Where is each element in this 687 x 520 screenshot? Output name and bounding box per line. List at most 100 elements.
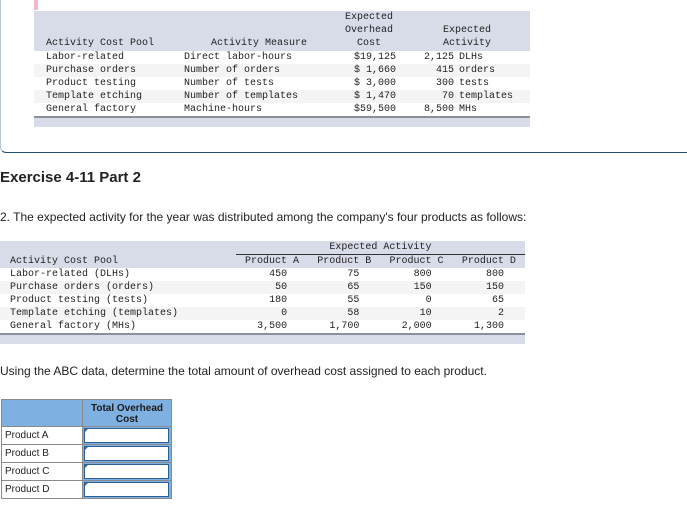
exercise-title: Exercise 4-11 Part 2: [0, 169, 141, 186]
value-cell: 1,300: [473, 321, 504, 332]
value-cell: 0: [425, 295, 432, 306]
value-cell: 2: [497, 308, 504, 319]
header-cost-line3: Cost: [356, 38, 381, 49]
activity-cell: 8,500: [423, 104, 454, 115]
value-cell: 0: [281, 308, 288, 319]
answer-row: Product C: [1, 462, 172, 481]
header-spacer: [0, 241, 236, 255]
measure-cell: Direct labor-hours: [184, 52, 293, 63]
measure-cell: Number of templates: [184, 91, 299, 102]
table-row: General factory (MHs) 3,500 1,700 2,000 …: [0, 320, 525, 334]
cost-cell: $ 3,000: [353, 78, 396, 89]
header-product-b: Product B: [317, 256, 372, 267]
pool-cell: Labor-related (DLHs): [10, 269, 131, 280]
table-footer: [34, 116, 530, 127]
value-cell: 58: [347, 308, 360, 319]
value-cell: 450: [269, 269, 288, 280]
cost-pool-header-row: Activity Cost Pool Activity Measure Expe…: [34, 11, 530, 51]
header-product-c: Product C: [389, 256, 444, 267]
measure-cell: Number of orders: [184, 65, 281, 76]
activity-cell: 70: [441, 91, 454, 102]
header-activity-cost-pool: Activity Cost Pool: [10, 255, 119, 267]
header-activity-measure: Activity Measure: [210, 38, 307, 49]
value-cell: 150: [413, 282, 432, 293]
header-expected-activity-group: Expected Activity: [235, 241, 525, 255]
pool-cell: Product testing: [46, 78, 137, 89]
header-activity-line2: Activity: [442, 38, 491, 49]
table-row: Product testing (tests) 180 55 0 65: [0, 294, 525, 307]
header-expected-activity: Expected Activity: [404, 11, 530, 51]
value-cell: 65: [347, 282, 360, 293]
header-cost-line1: Expected: [344, 12, 393, 23]
product-b-overhead-input[interactable]: [84, 446, 169, 461]
pool-cell: Template etching (templates): [10, 308, 179, 319]
cost-pool-table: Activity Cost Pool Activity Measure Expe…: [34, 11, 530, 127]
measure-cell: Machine-hours: [184, 104, 263, 115]
product-c-overhead-input[interactable]: [84, 464, 169, 479]
unit-cell: tests: [459, 78, 490, 89]
header-expected-overhead-cost: Expected Overhead Cost: [334, 11, 404, 51]
panel-accent-bar: [34, 0, 38, 10]
header-product-a: Product A: [245, 256, 300, 267]
answer-cell: [82, 426, 172, 445]
cost-cell: $19,125: [353, 52, 396, 63]
pool-cell: General factory (MHs): [10, 321, 137, 332]
pool-cell: Labor-related: [46, 52, 125, 63]
table-footer-row: [0, 333, 525, 344]
answer-cell: [82, 480, 172, 499]
table-row: Purchase orders (orders) 50 65 150 150: [0, 281, 525, 294]
cost-cell: $59,500: [353, 104, 396, 115]
table-row: Product testing Number of tests $ 3,000 …: [34, 77, 530, 90]
value-cell: 800: [485, 269, 504, 280]
product-a-overhead-input[interactable]: [84, 428, 169, 443]
answer-row: Product A: [1, 426, 172, 445]
value-cell: 2,000: [401, 321, 432, 332]
value-cell: 150: [485, 282, 504, 293]
unit-cell: MHs: [459, 104, 478, 115]
unit-cell: DLHs: [459, 52, 484, 63]
answer-table: Total Overhead Cost Product A Product B: [1, 399, 172, 499]
cost-cell: $ 1,660: [353, 65, 396, 76]
table-row: Labor-related (DLHs) 450 75 800 800: [0, 268, 525, 281]
activity-cell: 300: [435, 78, 454, 89]
table-row: Labor-related Direct labor-hours $19,125…: [34, 51, 530, 64]
question-instruction: Using the ABC data, determine the total …: [0, 364, 487, 378]
table-row: Template etching Number of templates $ 1…: [34, 90, 530, 103]
value-cell: 55: [347, 295, 360, 306]
distribution-group-header-row: Expected Activity: [0, 241, 525, 255]
unit-cell: orders: [459, 65, 496, 76]
measure-cell: Number of tests: [184, 78, 275, 89]
pool-cell: Product testing (tests): [10, 295, 149, 306]
answer-cell: [82, 462, 172, 481]
pool-cell: Template etching: [46, 91, 143, 102]
table-row: Purchase orders Number of orders $ 1,660…: [34, 64, 530, 77]
header-activity-cost-pool: Activity Cost Pool: [46, 38, 155, 49]
answer-row: Product B: [1, 444, 172, 463]
pool-cell: General factory: [46, 104, 137, 115]
value-cell: 800: [413, 269, 432, 280]
answer-row-label: Product C: [1, 462, 83, 481]
product-d-overhead-input[interactable]: [84, 482, 169, 497]
answer-row-label: Product A: [1, 426, 83, 445]
reference-panel: Activity Cost Pool Activity Measure Expe…: [0, 0, 687, 153]
activity-cell: 415: [435, 65, 454, 76]
answer-header-blank: [1, 399, 83, 427]
table-row: Template etching (templates) 0 58 10 2: [0, 307, 525, 320]
activity-cell: 2,125: [423, 52, 454, 63]
value-cell: 50: [275, 282, 288, 293]
value-cell: 180: [269, 295, 288, 306]
answer-row-label: Product B: [1, 444, 83, 463]
value-cell: 3,500: [257, 321, 288, 332]
value-cell: 65: [491, 295, 504, 306]
answer-row-label: Product D: [1, 480, 83, 499]
header-cost-line2: Overhead: [344, 25, 393, 36]
header-activity-line1: Expected: [442, 25, 491, 36]
question-prompt: 2. The expected activity for the year wa…: [0, 210, 527, 224]
answer-header-row: Total Overhead Cost: [1, 399, 172, 427]
value-cell: 75: [347, 269, 360, 280]
answer-row: Product D: [1, 480, 172, 499]
table-footer: [0, 333, 525, 344]
header-product-d: Product D: [461, 256, 516, 267]
value-cell: 1,700: [329, 321, 360, 332]
pool-cell: Purchase orders (orders): [10, 282, 155, 293]
